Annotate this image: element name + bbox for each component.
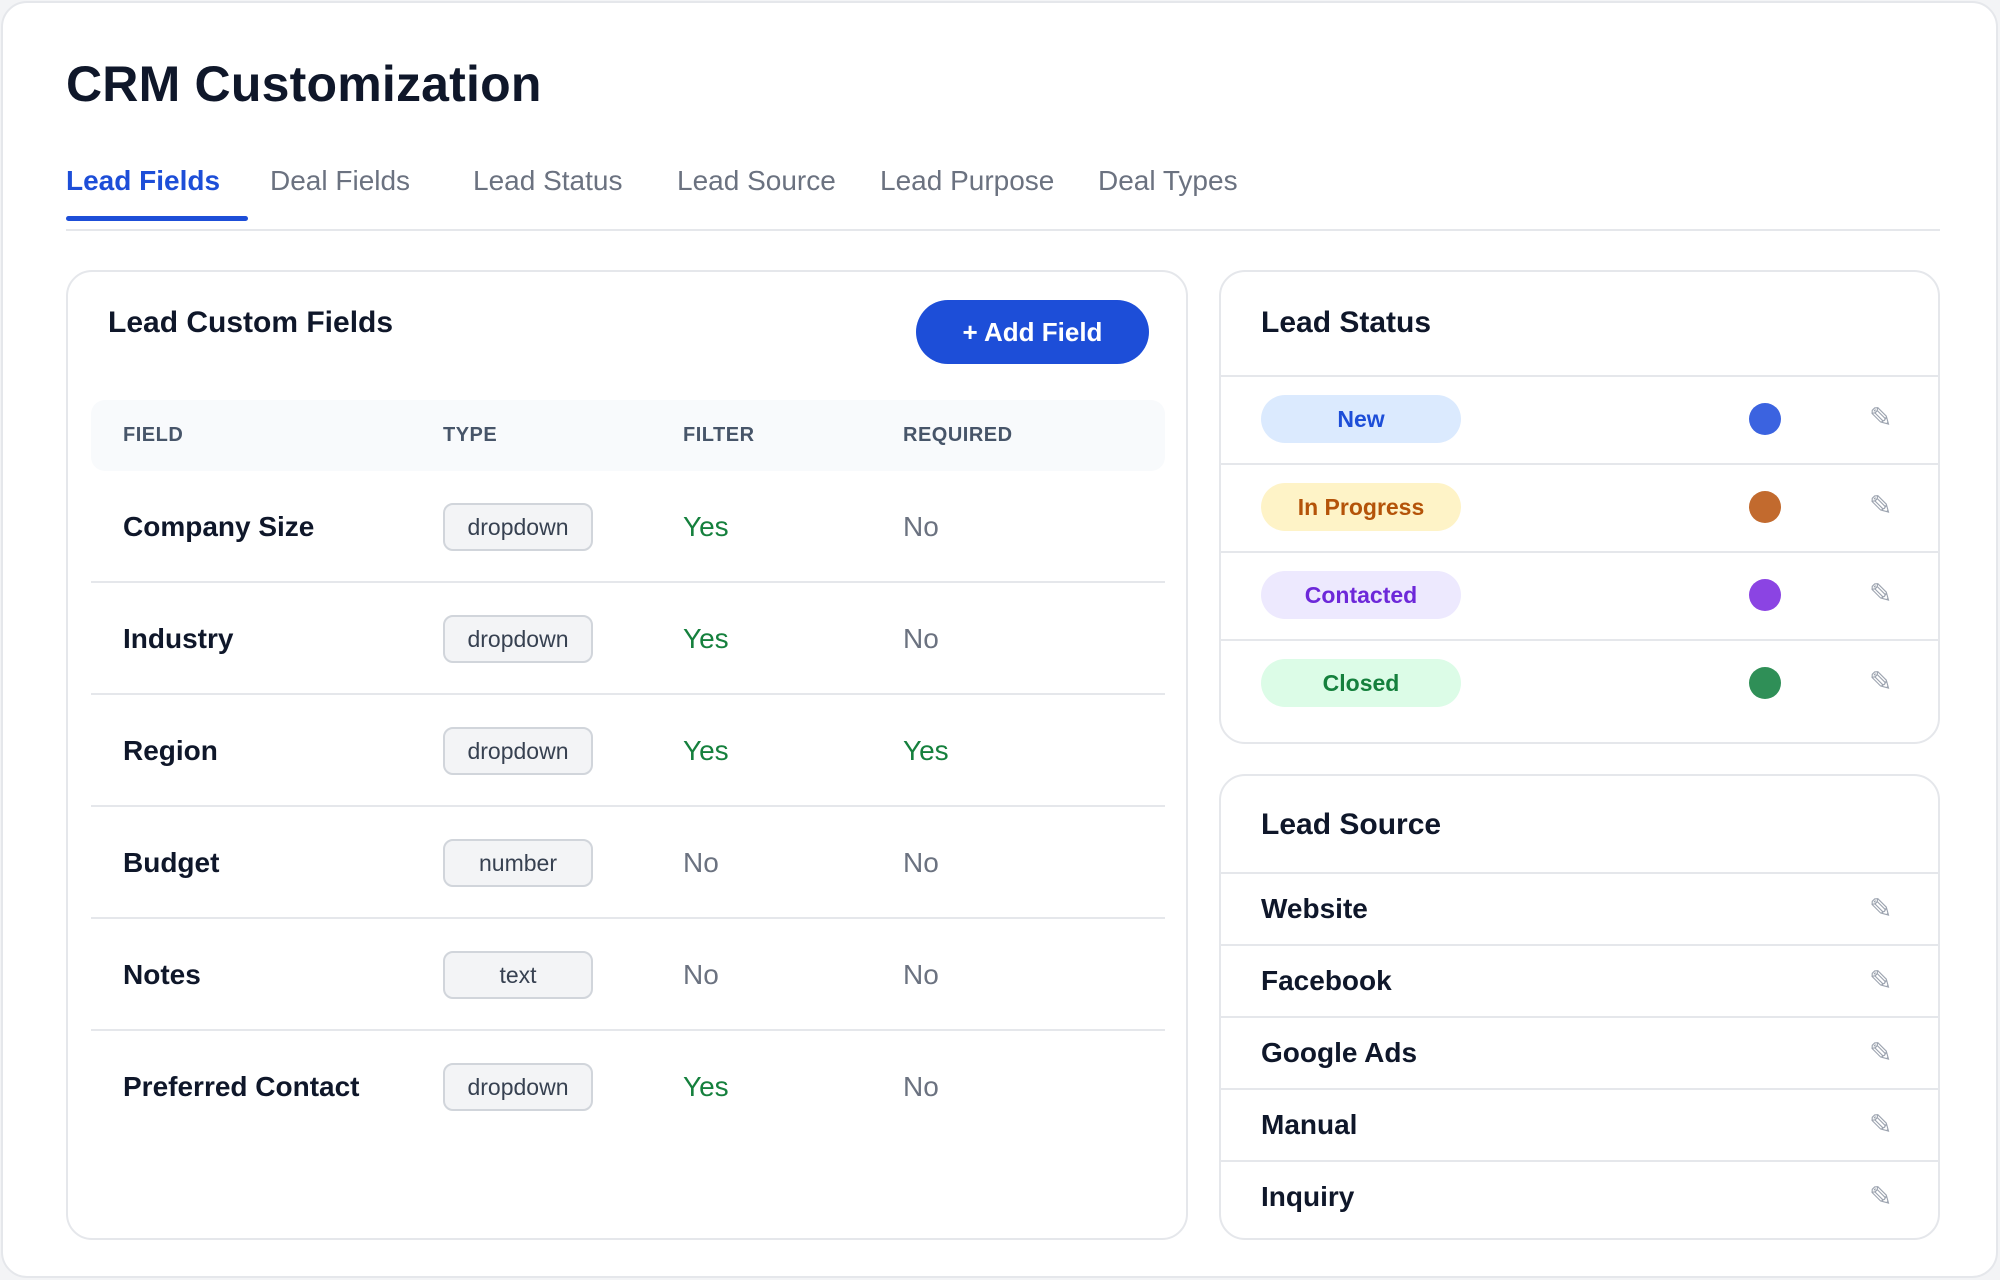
status-pill: New (1261, 395, 1461, 443)
status-color-dot (1749, 403, 1781, 435)
field-name: Region (123, 735, 218, 766)
status-color-dot (1749, 579, 1781, 611)
field-type-badge: dropdown (443, 1063, 593, 1111)
field-name: Preferred Contact (123, 1071, 360, 1102)
field-required-value: No (903, 1071, 939, 1102)
status-color-dot (1749, 491, 1781, 523)
pencil-icon[interactable]: ✎ (1869, 489, 1893, 522)
tab-deal-fields[interactable]: Deal Fields (270, 165, 411, 196)
field-type-badge: text (443, 951, 593, 999)
card-title: Lead Status (1261, 306, 1432, 339)
field-name: Budget (123, 847, 220, 878)
pencil-icon[interactable]: ✎ (1869, 1036, 1893, 1069)
lead-custom-fields-card: Lead Custom Fields + Add Field FIELD TYP… (66, 270, 1188, 1240)
status-row[interactable]: Closed ✎ (1221, 639, 1938, 727)
status-pill: Closed (1261, 659, 1461, 707)
lead-source-card: Lead Source Website ✎ Facebook ✎ Google … (1219, 774, 1940, 1240)
table-row[interactable]: Budget number No No (91, 807, 1165, 919)
field-required-value: Yes (903, 735, 949, 766)
field-filter-value: Yes (683, 511, 729, 542)
pencil-icon[interactable]: ✎ (1869, 1180, 1893, 1213)
status-pill: In Progress (1261, 483, 1461, 531)
field-type-cell: dropdown (443, 1031, 593, 1143)
pencil-icon[interactable]: ✎ (1869, 1108, 1893, 1141)
field-required-value: No (903, 623, 939, 654)
source-row[interactable]: Inquiry ✎ (1221, 1160, 1938, 1232)
pencil-icon[interactable]: ✎ (1869, 401, 1893, 434)
lead-status-card: Lead Status New ✎ In Progress ✎ Contacte… (1219, 270, 1940, 744)
tab-deal-types[interactable]: Deal Types (1098, 165, 1238, 196)
field-type-cell: dropdown (443, 583, 593, 695)
status-row[interactable]: In Progress ✎ (1221, 463, 1938, 551)
field-type-badge: dropdown (443, 727, 593, 775)
field-type-cell: text (443, 919, 593, 1031)
table-row[interactable]: Notes text No No (91, 919, 1165, 1031)
field-name: Industry (123, 623, 234, 654)
column-header-field: FIELD (123, 424, 184, 446)
tab-bar: Lead Fields Deal Fields Lead Status Lead… (66, 165, 1940, 231)
status-color-dot (1749, 667, 1781, 699)
column-header-filter: FILTER (683, 424, 755, 446)
status-row[interactable]: Contacted ✎ (1221, 551, 1938, 639)
source-label: Manual (1261, 1109, 1358, 1140)
table-header: FIELD TYPE FILTER REQUIRED (91, 400, 1165, 471)
table-row[interactable]: Company Size dropdown Yes No (91, 471, 1165, 583)
tab-lead-status[interactable]: Lead Status (473, 165, 623, 196)
field-required-value: No (903, 959, 939, 990)
source-row[interactable]: Facebook ✎ (1221, 944, 1938, 1016)
source-label: Inquiry (1261, 1181, 1355, 1212)
field-type-badge: number (443, 839, 593, 887)
pencil-icon[interactable]: ✎ (1869, 665, 1893, 698)
field-filter-value: Yes (683, 623, 729, 654)
tab-lead-purpose[interactable]: Lead Purpose (880, 165, 1055, 196)
tab-lead-source[interactable]: Lead Source (677, 165, 836, 196)
table-row[interactable]: Industry dropdown Yes No (91, 583, 1165, 695)
field-type-badge: dropdown (443, 615, 593, 663)
field-type-cell: number (443, 807, 593, 919)
source-label: Facebook (1261, 965, 1392, 996)
card-title: Lead Source (1261, 808, 1442, 841)
add-field-button[interactable]: + Add Field (916, 300, 1149, 364)
column-header-required: REQUIRED (903, 424, 1013, 446)
pencil-icon[interactable]: ✎ (1869, 577, 1893, 610)
field-filter-value: Yes (683, 735, 729, 766)
field-filter-value: No (683, 959, 719, 990)
field-required-value: No (903, 847, 939, 878)
source-row[interactable]: Google Ads ✎ (1221, 1016, 1938, 1088)
source-label: Google Ads (1261, 1037, 1418, 1068)
tab-lead-fields[interactable]: Lead Fields (66, 165, 249, 231)
field-filter-value: No (683, 847, 719, 878)
field-name: Notes (123, 959, 201, 990)
card-title: Lead Custom Fields (108, 306, 394, 339)
status-pill: Contacted (1261, 571, 1461, 619)
field-required-value: No (903, 511, 939, 542)
column-header-type: TYPE (443, 424, 498, 446)
source-label: Website (1261, 893, 1368, 924)
status-row[interactable]: New ✎ (1221, 375, 1938, 463)
source-row[interactable]: Website ✎ (1221, 872, 1938, 944)
field-name: Company Size (123, 511, 315, 542)
table-row[interactable]: Preferred Contact dropdown Yes No (91, 1031, 1165, 1143)
page-title: CRM Customization (66, 56, 542, 112)
field-type-cell: dropdown (443, 471, 593, 583)
table-row[interactable]: Region dropdown Yes Yes (91, 695, 1165, 807)
pencil-icon[interactable]: ✎ (1869, 892, 1893, 925)
pencil-icon[interactable]: ✎ (1869, 964, 1893, 997)
field-type-cell: dropdown (443, 695, 593, 807)
field-filter-value: Yes (683, 1071, 729, 1102)
field-type-badge: dropdown (443, 503, 593, 551)
source-row[interactable]: Manual ✎ (1221, 1088, 1938, 1160)
